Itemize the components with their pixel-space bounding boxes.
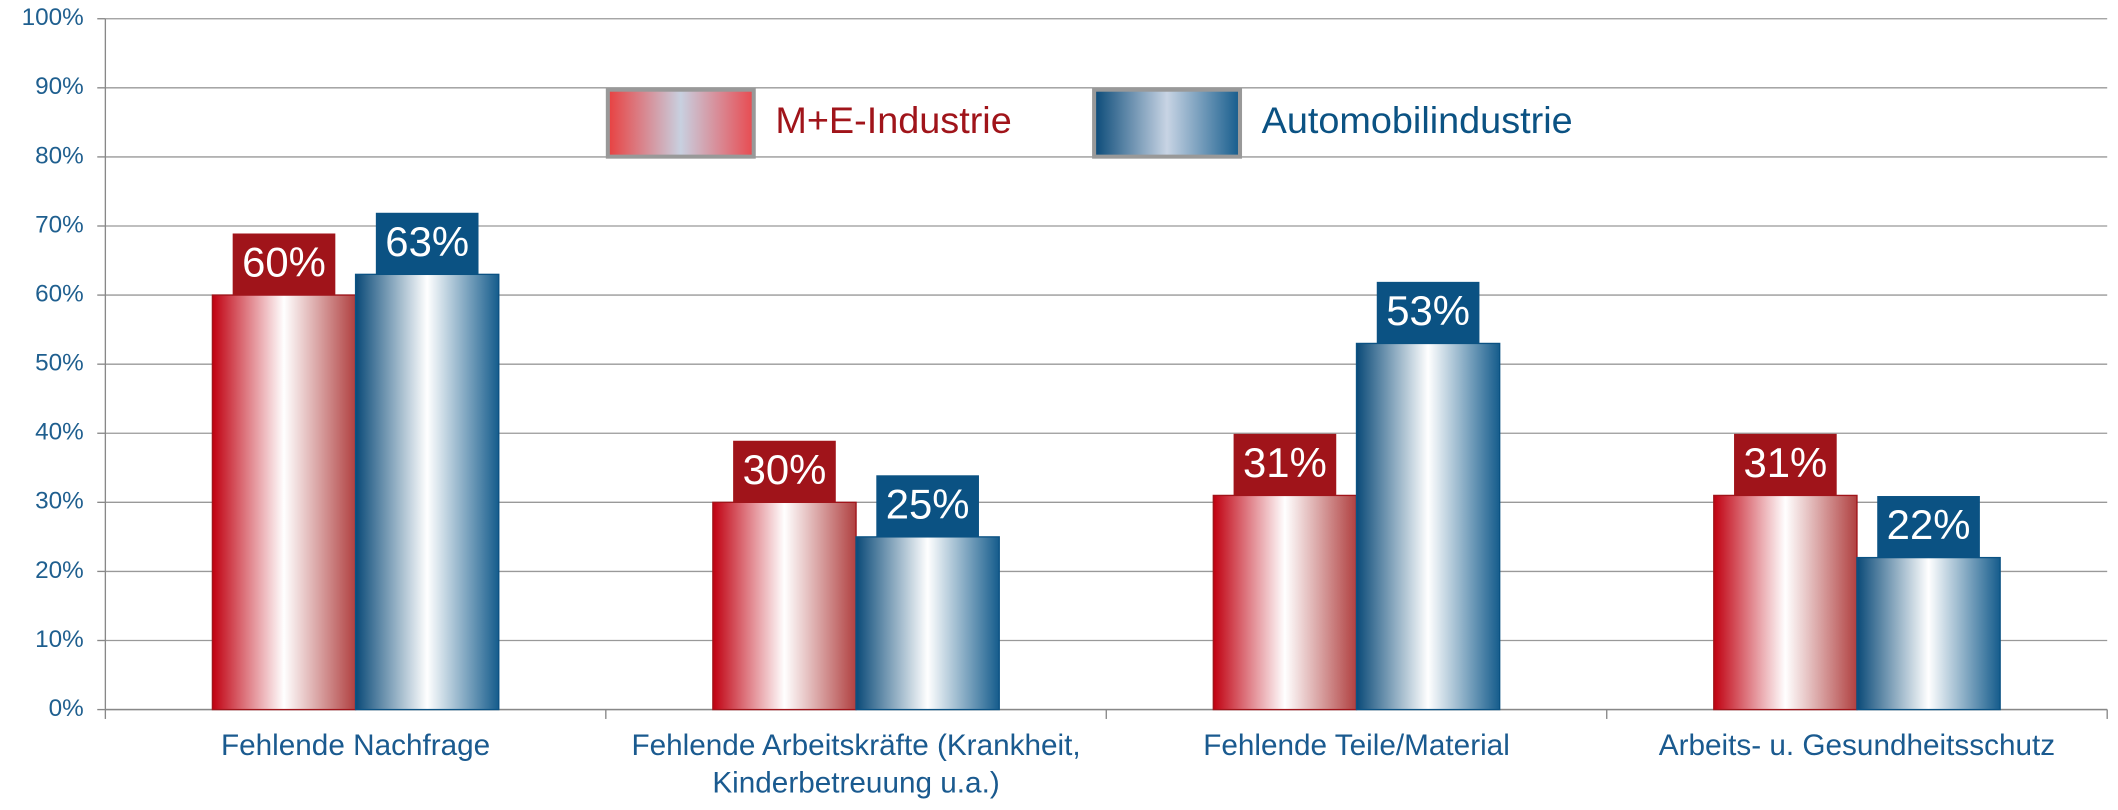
x-tick-label: Fehlende Nachfrage	[221, 729, 490, 762]
legend-label: Automobilindustrie	[1262, 99, 1573, 141]
value-label: 53%	[1386, 287, 1470, 334]
x-tick-label: Arbeits- u. Gesundheitsschutz	[1659, 729, 2055, 762]
y-tick-label: 40%	[35, 419, 84, 446]
value-label-box	[1877, 496, 1980, 558]
bar	[855, 536, 1000, 711]
bar	[1355, 342, 1501, 711]
value-label: 22%	[1887, 501, 1971, 548]
bar	[354, 273, 500, 711]
value-label: 60%	[242, 239, 326, 286]
x-tick-label: Fehlende Arbeitskräfte (Krankheit, Kinder…	[631, 729, 1080, 799]
value-label-box	[733, 440, 836, 503]
bar	[1856, 556, 2001, 711]
y-tick-label: 20%	[35, 557, 84, 584]
value-label-box	[1734, 433, 1837, 496]
value-label-box	[1233, 433, 1337, 496]
bar	[1212, 494, 1358, 711]
value-label-box	[232, 233, 336, 296]
y-tick-label: 70%	[35, 211, 84, 238]
x-tick-label-line: Fehlende Arbeitskräfte (Krankheit,	[631, 729, 1080, 762]
value-label: 63%	[385, 218, 469, 265]
bar	[712, 501, 857, 711]
y-tick-label: 10%	[35, 626, 84, 653]
value-label: 25%	[886, 481, 970, 528]
x-tick-label-line: Kinderbetreuung u.a.)	[712, 766, 999, 799]
y-tick-label: 50%	[35, 350, 84, 377]
value-label-box	[876, 475, 979, 537]
value-label: 30%	[743, 446, 827, 493]
y-tick-label: 80%	[35, 142, 84, 169]
y-tick-label: 60%	[35, 281, 84, 308]
bar	[1713, 494, 1858, 711]
x-tick-label: Fehlende Teile/Material	[1203, 729, 1510, 762]
y-tick-label: 0%	[49, 695, 84, 722]
value-label: 31%	[1243, 439, 1327, 486]
bar	[211, 294, 357, 711]
y-tick-label: 30%	[35, 488, 84, 515]
value-label: 31%	[1743, 439, 1827, 486]
y-tick-label: 90%	[35, 73, 84, 100]
legend-swatch	[1092, 87, 1243, 159]
value-label-box	[375, 212, 479, 275]
legend-label: M+E-Industrie	[775, 99, 1011, 141]
y-tick-label: 100%	[22, 4, 84, 31]
value-label-box	[1376, 281, 1480, 344]
legend-swatch	[605, 87, 756, 159]
